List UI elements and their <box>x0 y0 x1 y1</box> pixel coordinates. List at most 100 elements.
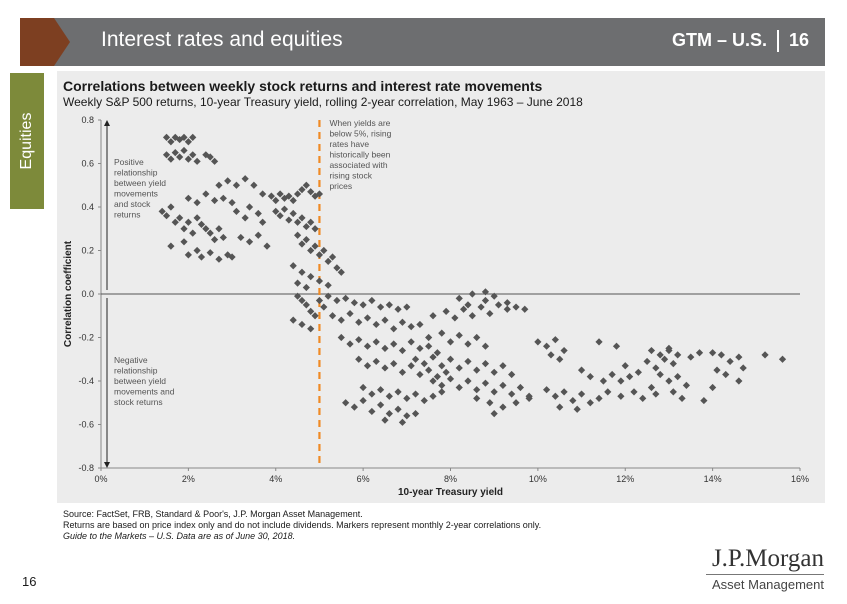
data-point <box>241 214 249 222</box>
data-point <box>228 199 236 207</box>
data-point <box>381 316 389 324</box>
data-point <box>355 318 363 326</box>
jpmorgan-logo: J.P.Morgan Asset Management <box>706 545 824 592</box>
header-page-number: 16 <box>788 30 809 50</box>
data-point <box>359 301 367 309</box>
data-point <box>464 301 472 309</box>
data-point <box>722 370 730 379</box>
data-point <box>293 218 302 226</box>
footnotes: Source: FactSet, FRB, Standard & Poor's,… <box>63 509 541 542</box>
data-point <box>180 133 188 141</box>
data-point <box>425 342 433 350</box>
data-point <box>215 225 223 233</box>
data-point <box>660 355 669 363</box>
data-point <box>499 403 507 411</box>
data-point <box>411 410 420 418</box>
data-point <box>674 351 682 359</box>
data-point <box>215 181 223 189</box>
data-point <box>285 216 293 224</box>
data-point <box>372 338 380 346</box>
data-point <box>206 249 214 257</box>
data-point <box>280 205 289 213</box>
data-point <box>307 273 315 281</box>
positive-annotation-line: movements <box>114 189 158 199</box>
data-point <box>355 355 363 363</box>
data-point <box>682 381 691 389</box>
threshold-annotation-line: historically been <box>329 150 390 160</box>
data-point <box>420 360 428 368</box>
data-point <box>311 242 319 250</box>
data-point <box>224 177 232 185</box>
data-point <box>302 236 310 244</box>
data-point <box>184 138 192 146</box>
data-point <box>307 246 315 255</box>
data-point <box>232 181 241 189</box>
data-point <box>446 355 455 363</box>
data-point <box>464 357 472 366</box>
data-point <box>490 388 498 396</box>
data-point <box>403 394 411 402</box>
data-point <box>778 355 787 363</box>
data-point <box>556 403 564 411</box>
data-point <box>377 386 385 394</box>
header-right: GTM – U.S. 16 <box>672 30 809 53</box>
data-point <box>206 153 214 161</box>
data-point <box>429 392 437 400</box>
footnote-guide: Guide to the Markets – U.S. Data are as … <box>63 531 296 541</box>
data-point <box>608 370 616 379</box>
data-point <box>669 360 677 368</box>
data-point <box>285 192 293 200</box>
data-point <box>202 190 210 198</box>
data-point <box>735 377 743 385</box>
data-point <box>324 281 332 289</box>
data-point <box>184 251 192 259</box>
data-point <box>363 362 372 370</box>
data-point <box>398 368 407 376</box>
data-point <box>403 412 411 420</box>
data-point <box>350 299 358 307</box>
data-point <box>560 388 568 396</box>
data-point <box>473 386 481 394</box>
threshold-annotation-line: rates have <box>329 139 369 149</box>
data-point <box>634 368 642 376</box>
data-point <box>363 314 372 322</box>
data-point <box>403 303 411 311</box>
negative-annotation-line: between yield <box>114 376 166 386</box>
threshold-annotation-line: below 5%, rising <box>329 129 391 139</box>
data-point <box>193 157 201 165</box>
data-point <box>411 390 420 398</box>
data-point <box>315 190 324 198</box>
data-point <box>464 340 472 348</box>
data-point <box>617 377 625 385</box>
logo-main: J.P.Morgan <box>711 545 824 572</box>
section-tab: Equities <box>10 73 44 209</box>
data-point <box>446 338 455 346</box>
positive-annotation-line: between yield <box>114 178 166 188</box>
data-point <box>193 246 201 255</box>
data-point <box>577 390 586 398</box>
data-point <box>599 377 608 385</box>
data-point <box>551 336 559 344</box>
data-point <box>307 188 315 196</box>
data-point <box>298 186 306 194</box>
data-point <box>381 364 389 372</box>
y-tick-label: -0.2 <box>78 333 94 343</box>
data-point <box>547 351 555 359</box>
data-point <box>678 394 686 402</box>
data-point <box>595 338 603 346</box>
data-point <box>307 325 315 333</box>
data-point <box>525 394 533 402</box>
data-point <box>481 342 490 350</box>
data-point <box>390 325 398 333</box>
data-point <box>486 399 494 407</box>
x-tick-label: 12% <box>616 474 634 484</box>
data-point <box>372 357 380 366</box>
data-point <box>215 255 223 263</box>
data-point <box>442 307 450 315</box>
data-point <box>302 283 310 292</box>
data-point <box>429 353 437 361</box>
data-point <box>503 305 511 313</box>
data-point <box>761 351 769 359</box>
data-point <box>241 175 249 183</box>
data-point <box>298 320 306 329</box>
